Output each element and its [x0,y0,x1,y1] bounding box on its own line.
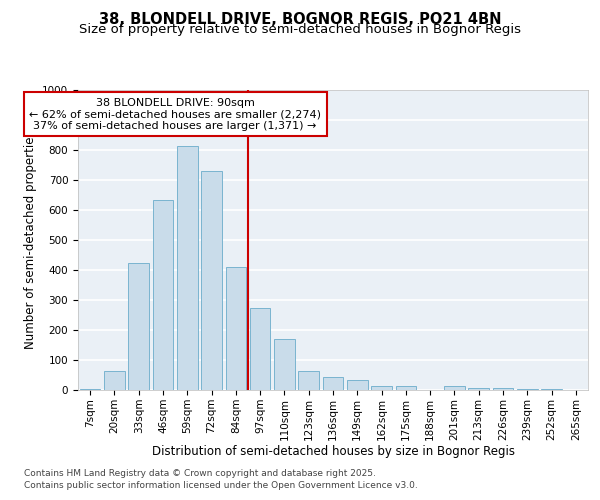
Text: Size of property relative to semi-detached houses in Bognor Regis: Size of property relative to semi-detach… [79,24,521,36]
Bar [201,171,222,390]
Bar [298,370,319,390]
Bar [104,370,125,390]
Bar [323,376,343,390]
Text: 38 BLONDELL DRIVE: 90sqm
← 62% of semi-detached houses are smaller (2,274)
37% o: 38 BLONDELL DRIVE: 90sqm ← 62% of semi-d… [29,98,321,130]
Bar [152,200,173,390]
Text: Contains HM Land Registry data © Crown copyright and database right 2025.: Contains HM Land Registry data © Crown c… [24,468,376,477]
Bar [226,267,246,390]
Text: Contains public sector information licensed under the Open Government Licence v3: Contains public sector information licen… [24,481,418,490]
Bar [469,388,489,390]
Bar [347,380,368,390]
Bar [274,339,295,390]
Bar [371,386,392,390]
Bar [395,386,416,390]
Bar [80,388,100,390]
Bar [493,388,514,390]
Bar [177,146,197,390]
X-axis label: Distribution of semi-detached houses by size in Bognor Regis: Distribution of semi-detached houses by … [151,446,515,458]
Bar [250,308,271,390]
Bar [128,262,149,390]
Bar [444,386,465,390]
Text: 38, BLONDELL DRIVE, BOGNOR REGIS, PO21 4BN: 38, BLONDELL DRIVE, BOGNOR REGIS, PO21 4… [99,12,501,28]
Y-axis label: Number of semi-detached properties: Number of semi-detached properties [23,130,37,350]
